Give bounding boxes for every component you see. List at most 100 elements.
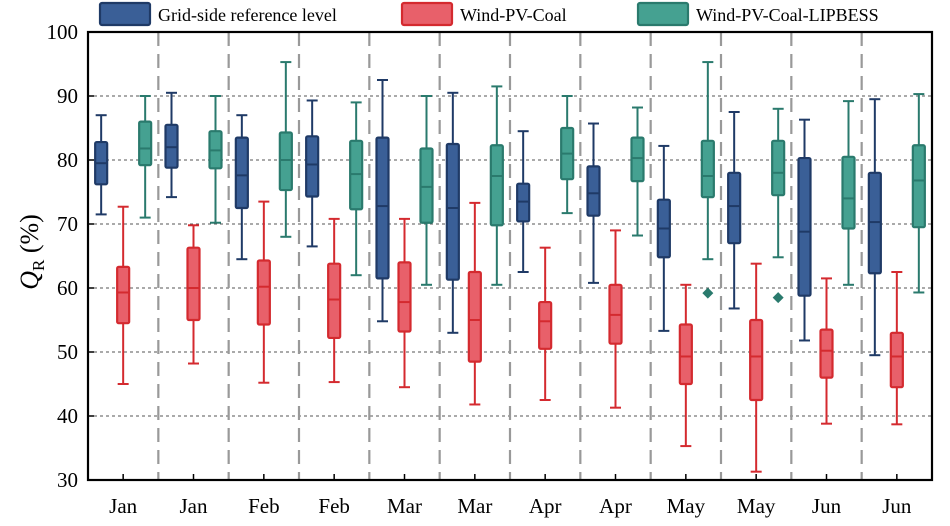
box-body — [467, 270, 482, 363]
box-0-9 — [727, 111, 742, 310]
box-1-0 — [116, 205, 131, 385]
box-1-11 — [889, 271, 904, 426]
series-0 — [94, 79, 882, 357]
box-1-4 — [397, 217, 412, 389]
box-body — [419, 147, 434, 224]
legend: Grid-side reference level Wind-PV-Coal Win… — [98, 1, 879, 27]
box-0-7 — [586, 122, 601, 284]
box-layer — [94, 61, 926, 473]
box-0-10 — [797, 118, 812, 342]
box-2-7 — [630, 106, 645, 237]
box-body — [678, 323, 693, 386]
box-0-4 — [375, 79, 390, 323]
box-1-10 — [819, 277, 834, 425]
box-body — [538, 300, 553, 350]
y-tick-label: 80 — [57, 148, 78, 172]
box-0-1 — [164, 91, 179, 199]
box-body — [489, 144, 504, 227]
box-body — [445, 142, 460, 281]
box-body — [138, 120, 153, 167]
x-tick-label: Jan — [109, 494, 137, 518]
y-axis-label-symbol: Q — [15, 271, 44, 290]
x-tick-label: Jun — [882, 494, 912, 518]
box-0-11 — [867, 98, 882, 357]
box-body — [375, 136, 390, 280]
axis-layer: 30 40 50 60 70 80 90 100 Jan Jan Feb Feb Mar Mar Apr Ap… — [47, 20, 912, 518]
box-2-3 — [349, 101, 364, 277]
box-1-2 — [256, 200, 271, 384]
box-0-0 — [94, 114, 109, 216]
box-body — [889, 331, 904, 389]
box-body — [630, 136, 645, 183]
box-1-9 — [749, 262, 764, 473]
legend-item-1: Wind-PV-Coal — [400, 1, 567, 27]
plot-frame — [86, 30, 934, 482]
box-body — [256, 259, 271, 326]
box-body — [797, 156, 812, 297]
legend-item-2: Wind-PV-Coal-LIPBESS — [636, 1, 879, 27]
series-2 — [138, 61, 926, 304]
box-2-9 — [771, 107, 786, 259]
legend-swatch — [636, 1, 690, 27]
x-tick-label: Mar — [457, 494, 492, 518]
box-body — [397, 261, 412, 333]
box-2-11 — [911, 93, 926, 294]
box-2-10 — [841, 100, 856, 286]
box-1-7 — [608, 229, 623, 409]
x-tick-label: Feb — [248, 494, 280, 518]
x-tick-label: Jun — [812, 494, 842, 518]
x-tick-label: Apr — [529, 494, 562, 518]
series-1 — [116, 200, 904, 473]
box-body — [278, 131, 293, 192]
box-body — [749, 318, 764, 402]
box-body — [771, 139, 786, 197]
y-tick-label: 60 — [57, 276, 78, 300]
y-axis-label: QR (%) — [15, 214, 48, 290]
y-tick-label: 30 — [57, 468, 78, 492]
box-2-5 — [489, 85, 504, 286]
box-body — [327, 262, 342, 340]
box-0-2 — [234, 114, 249, 261]
legend-swatch — [98, 1, 152, 27]
box-body — [234, 136, 249, 210]
box-1-5 — [467, 201, 482, 406]
box-0-5 — [445, 91, 460, 334]
legend-label: Wind-PV-Coal — [460, 5, 567, 25]
y-tick-label: 70 — [57, 212, 78, 236]
box-1-6 — [538, 246, 553, 401]
box-1-1 — [186, 224, 201, 365]
legend-label: Grid-side reference level — [158, 5, 337, 25]
box-body — [841, 155, 856, 230]
category-separators — [157, 32, 863, 480]
y-axis-label-unit: (%) — [15, 214, 44, 259]
x-tick-label: May — [737, 494, 776, 518]
box-body — [586, 165, 601, 217]
x-tick-label: Feb — [318, 494, 350, 518]
box-body — [305, 135, 320, 198]
box-2-1 — [208, 95, 223, 224]
box-body — [116, 265, 131, 325]
outlier-point — [702, 287, 714, 299]
box-body — [186, 246, 201, 322]
box-1-8 — [678, 283, 693, 448]
box-2-0 — [138, 95, 153, 219]
box-2-6 — [560, 95, 575, 215]
x-tick-label: Mar — [387, 494, 422, 518]
box-0-3 — [305, 99, 320, 248]
y-tick-label: 100 — [47, 20, 79, 44]
outlier-point — [772, 292, 784, 304]
x-tick-label: Jan — [180, 494, 208, 518]
box-2-8 — [700, 61, 715, 261]
box-2-4 — [419, 95, 434, 286]
y-tick-label: 50 — [57, 340, 78, 364]
x-tick-label: Apr — [599, 494, 632, 518]
box-0-6 — [516, 130, 531, 273]
y-axis-label-subscript: R — [29, 259, 48, 271]
box-body — [819, 328, 834, 379]
x-tick-label: May — [667, 494, 706, 518]
y-tick-label: 40 — [57, 404, 78, 428]
y-tick-label: 90 — [57, 84, 78, 108]
box-2-2 — [278, 61, 293, 238]
box-0-8 — [656, 144, 671, 332]
